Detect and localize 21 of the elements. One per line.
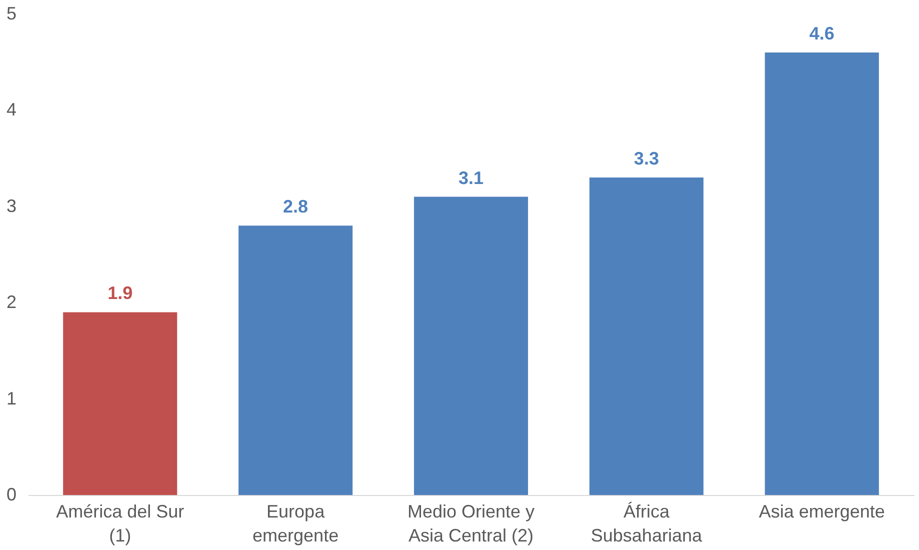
x-tick-label: Medio Oriente y Asia Central (2) — [407, 502, 535, 546]
y-tick-label: 1 — [6, 388, 16, 408]
data-label: 3.1 — [458, 168, 484, 188]
bar — [589, 178, 704, 495]
data-label: 2.8 — [283, 196, 308, 217]
data-label: 1.9 — [108, 283, 133, 304]
y-tick-label: 0 — [6, 484, 16, 504]
y-tick-label: 2 — [6, 292, 16, 312]
bar — [414, 196, 528, 495]
x-tick-label: África Subsahariana — [590, 502, 703, 546]
data-label: 3.3 — [634, 148, 659, 169]
bar — [764, 52, 879, 495]
bar — [238, 226, 353, 495]
data-label: 4.6 — [809, 23, 834, 44]
y-tick-label: 3 — [6, 196, 16, 216]
x-tick-label: América del Sur (1) — [56, 502, 184, 546]
y-tick-label: 4 — [6, 100, 16, 120]
y-tick-label: 5 — [6, 4, 16, 24]
x-tick-label: Europa emergente — [252, 502, 339, 546]
x-tick-label: Asia emergente — [758, 502, 885, 522]
bar — [63, 312, 178, 495]
